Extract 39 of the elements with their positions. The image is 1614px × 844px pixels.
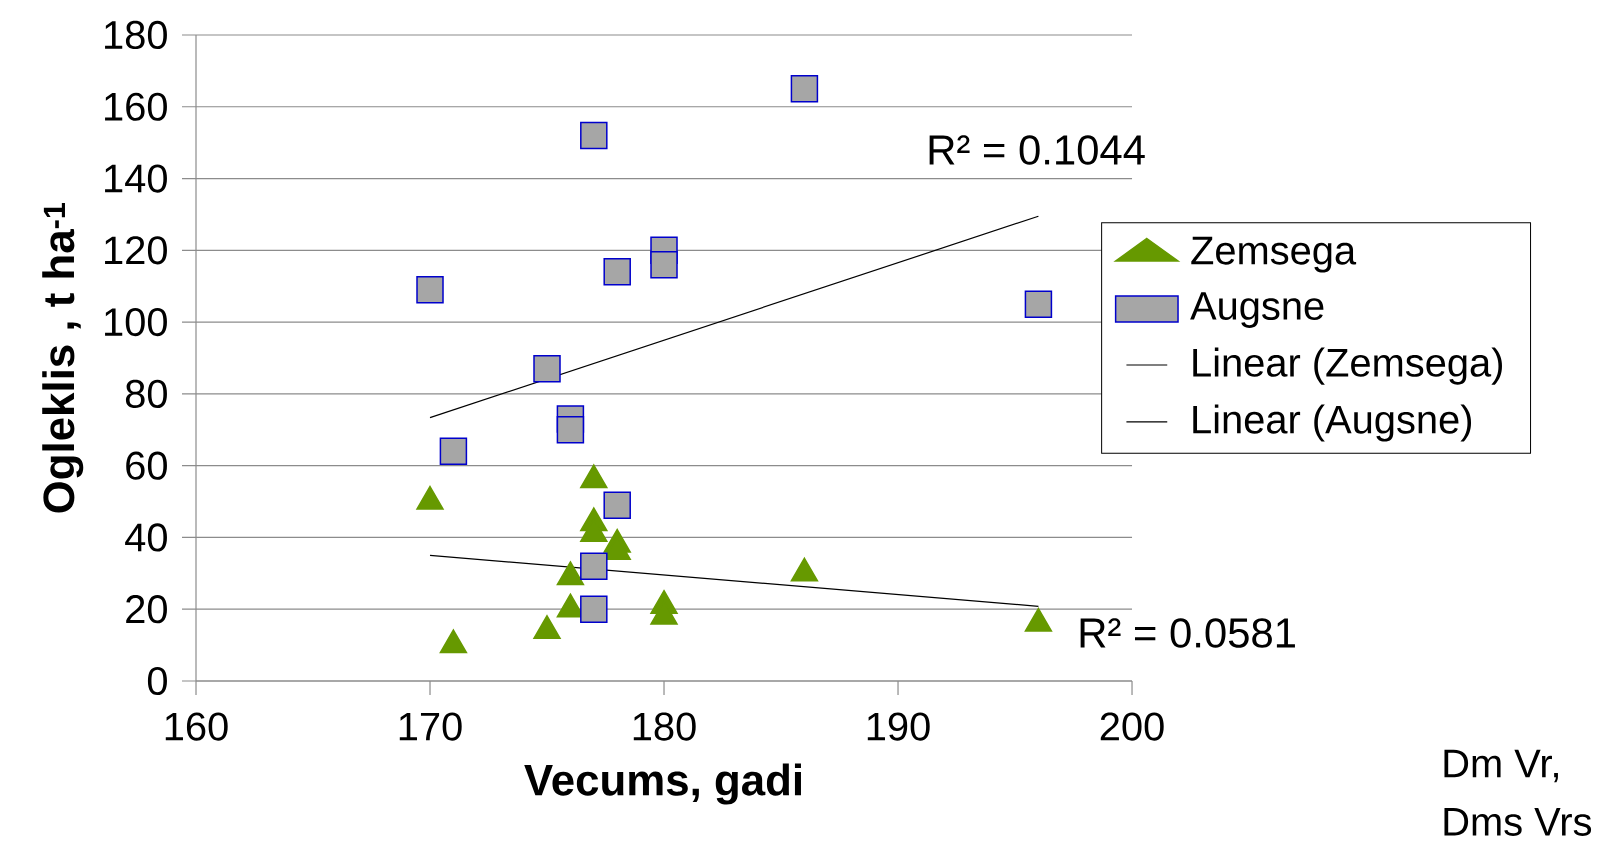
legend-label: Zemsega bbox=[1191, 236, 1357, 273]
point bbox=[603, 258, 631, 286]
point bbox=[416, 485, 444, 510]
point bbox=[416, 276, 444, 304]
y-tick-label: 180 bbox=[105, 20, 167, 50]
point bbox=[439, 629, 468, 654]
annotation: R² = 0.0581 bbox=[1080, 618, 1295, 648]
y-tick-label: 0 bbox=[147, 666, 167, 696]
point bbox=[580, 121, 608, 150]
point bbox=[790, 75, 819, 103]
y-tick-label: 80 bbox=[125, 379, 167, 408]
legend-label: Linear (Augsne) bbox=[1193, 404, 1472, 442]
y-tick-label: 120 bbox=[105, 236, 167, 265]
legend-label: Augsne bbox=[1190, 292, 1324, 328]
point bbox=[790, 557, 819, 582]
y-tick-label: 140 bbox=[105, 164, 167, 193]
x-tick-label: 200 bbox=[1100, 712, 1164, 741]
point bbox=[1024, 607, 1053, 632]
y-tick-label: 40 bbox=[125, 523, 167, 552]
text: Dms Vrs bbox=[1444, 808, 1592, 836]
x-tick-label: 170 bbox=[399, 712, 462, 741]
y-axis-title: Ogleklis , t ha$^{-1}$ bbox=[42, 202, 84, 513]
point bbox=[533, 355, 561, 383]
x-tick-label: 180 bbox=[633, 712, 696, 741]
point bbox=[533, 615, 561, 639]
y-tick-label: 160 bbox=[105, 92, 167, 121]
y-tick-label: 60 bbox=[126, 451, 167, 480]
y-tick-label: 100 bbox=[105, 307, 167, 337]
annotation: R² = 0.1044 bbox=[929, 135, 1145, 165]
legend-label: Linear (Zemsega) bbox=[1193, 347, 1502, 385]
point bbox=[650, 250, 678, 279]
point bbox=[1024, 290, 1053, 318]
point bbox=[580, 464, 608, 489]
point bbox=[556, 561, 585, 586]
y-tick-label: 20 bbox=[126, 595, 167, 624]
text: Dm Vr, bbox=[1444, 749, 1558, 783]
x-tick-label: 190 bbox=[867, 712, 930, 741]
x-axis-title: Vecums, gadi bbox=[524, 763, 801, 805]
x-tick-label: 160 bbox=[165, 712, 228, 741]
